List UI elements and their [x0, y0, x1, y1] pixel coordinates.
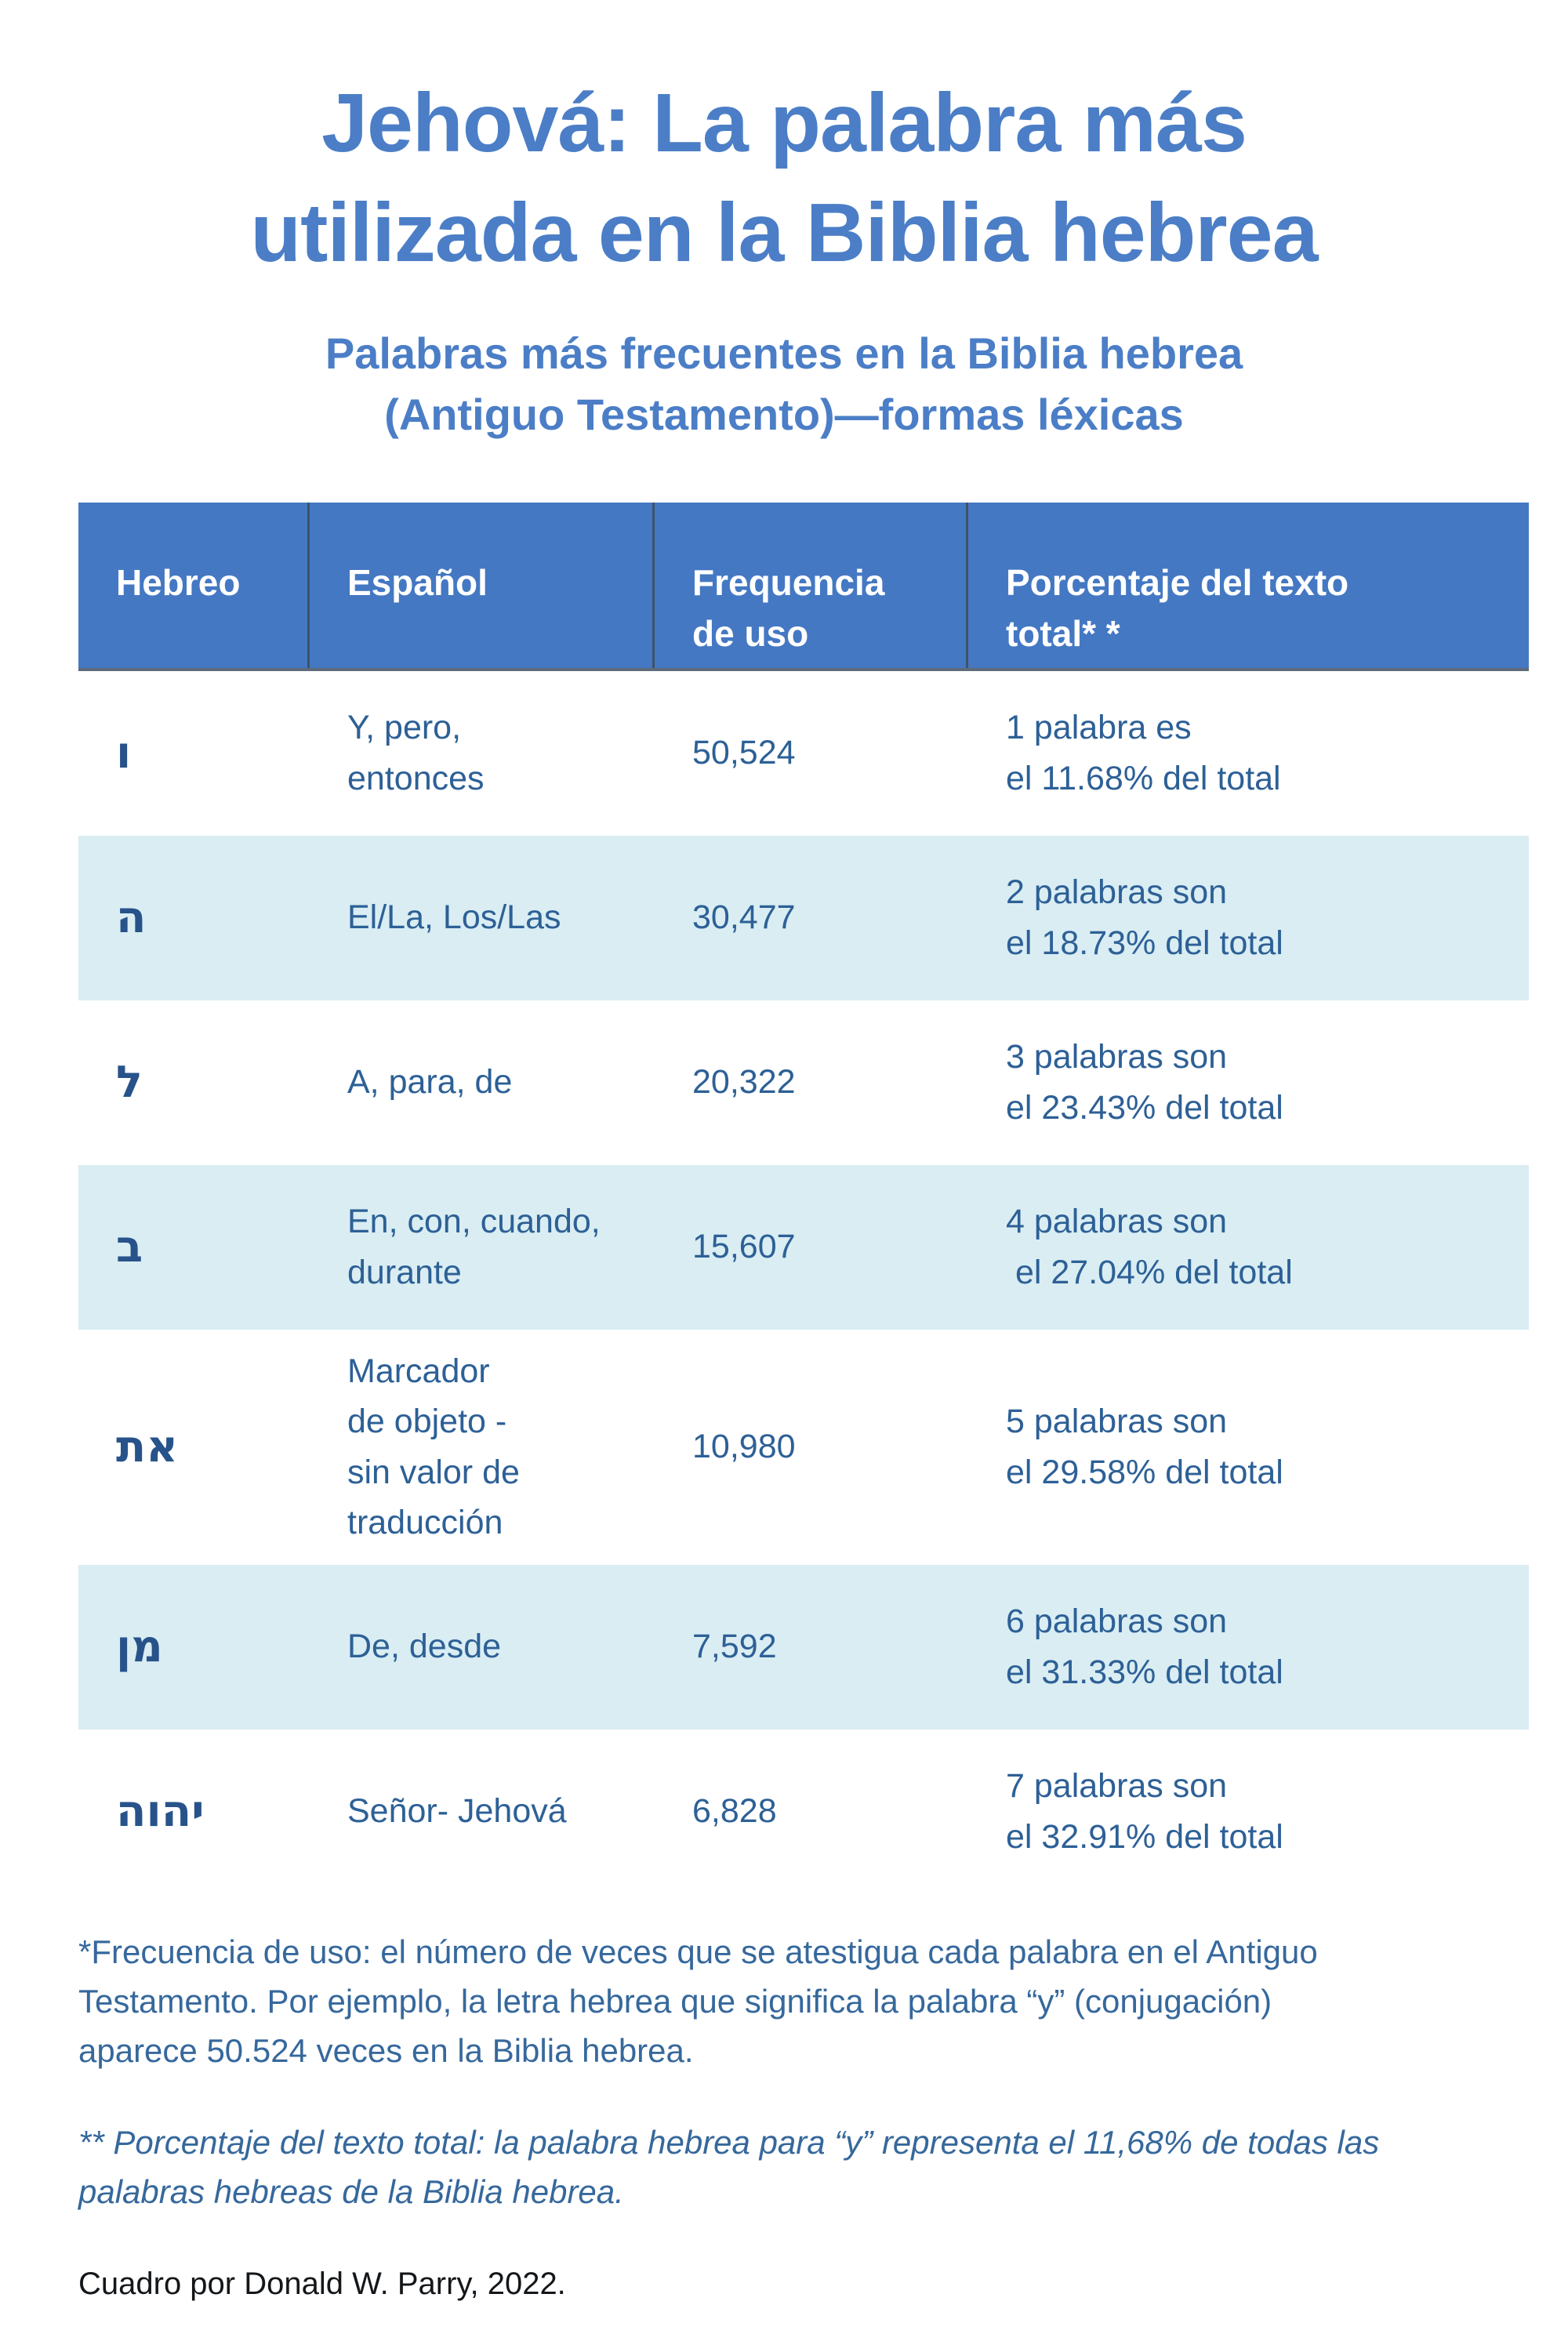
- hebrew-word: ב: [116, 1221, 143, 1272]
- spanish-translation: Marcador de objeto - sin valor de traduc…: [347, 1352, 520, 1542]
- percent-of-text: 3 palabras son el 23.43% del total: [1006, 1038, 1283, 1127]
- table-row: ל A, para, de 20,322 3 palabras son el 2…: [78, 1000, 1529, 1165]
- spanish-translation: De, desde: [347, 1628, 502, 1666]
- table-header-row: Hebreo Español Frequencia de uso Porcent…: [78, 502, 1529, 671]
- footnote-percentage: ** Porcentaje del texto total: la palabr…: [78, 2123, 1380, 2210]
- spanish-translation: El/La, Los/Las: [347, 898, 561, 937]
- percent-of-text: 5 palabras son el 29.58% del total: [1006, 1403, 1283, 1491]
- hebrew-word: את: [116, 1421, 179, 1472]
- table-row: את Marcador de objeto - sin valor de tra…: [78, 1329, 1529, 1565]
- percent-of-text: 7 palabras son el 32.91% del total: [1006, 1767, 1283, 1856]
- spanish-translation: Y, pero, entonces: [347, 709, 485, 797]
- hebrew-word: מן: [116, 1621, 163, 1672]
- table-row: ה El/La, Los/Las 30,477 2 palabras son e…: [78, 835, 1529, 1000]
- percent-of-text: 4 palabras son el 27.04% del total: [1006, 1203, 1293, 1291]
- table-row: ב En, con, cuando, durante 15,607 4 pala…: [78, 1164, 1529, 1330]
- frequency-value: 15,607: [692, 1228, 796, 1266]
- header-frequencia: Frequencia de uso: [655, 502, 968, 668]
- hebrew-word: ו: [116, 727, 132, 779]
- header-porcentaje: Porcentaje del texto total* *: [1006, 561, 1349, 654]
- percent-of-text: 6 palabras son el 31.33% del total: [1006, 1602, 1283, 1691]
- header-hebreo: Hebreo: [78, 502, 310, 668]
- spanish-translation: En, con, cuando, durante: [347, 1203, 601, 1291]
- frequency-value: 7,592: [692, 1628, 777, 1666]
- table-row: מן De, desde 7,592 6 palabras son el 31.…: [78, 1564, 1529, 1730]
- hebrew-word: ל: [116, 1056, 143, 1108]
- table-row: יהוה Señor- Jehová 6,828 7 palabras son …: [78, 1729, 1529, 1894]
- table-row: ו Y, pero, entonces 50,524 1 palabra es …: [78, 670, 1529, 836]
- hebrew-word: יהוה: [116, 1785, 205, 1837]
- header-espanol: Español: [310, 502, 655, 668]
- percent-of-text: 1 palabra es el 11.68% del total: [1006, 709, 1281, 797]
- spanish-translation: A, para, de: [347, 1063, 513, 1102]
- percent-of-text: 2 palabras son el 18.73% del total: [1006, 873, 1283, 962]
- frequency-value: 10,980: [692, 1428, 796, 1466]
- page-title: Jehová: La palabra más utilizada en la B…: [250, 77, 1318, 279]
- page-subtitle: Palabras más frecuentes en la Biblia heb…: [325, 328, 1243, 440]
- spanish-translation: Señor- Jehová: [347, 1792, 567, 1831]
- frequency-value: 50,524: [692, 734, 796, 772]
- frequency-table: Hebreo Español Frequencia de uso Porcent…: [78, 502, 1529, 1894]
- footnote-frequency: *Frecuencia de uso: el número de veces q…: [78, 1933, 1318, 2069]
- frequency-value: 30,477: [692, 898, 796, 937]
- hebrew-word: ה: [116, 891, 147, 943]
- credit-line: Cuadro por Donald W. Parry, 2022.: [78, 2266, 566, 2301]
- frequency-value: 20,322: [692, 1063, 796, 1102]
- frequency-value: 6,828: [692, 1792, 777, 1831]
